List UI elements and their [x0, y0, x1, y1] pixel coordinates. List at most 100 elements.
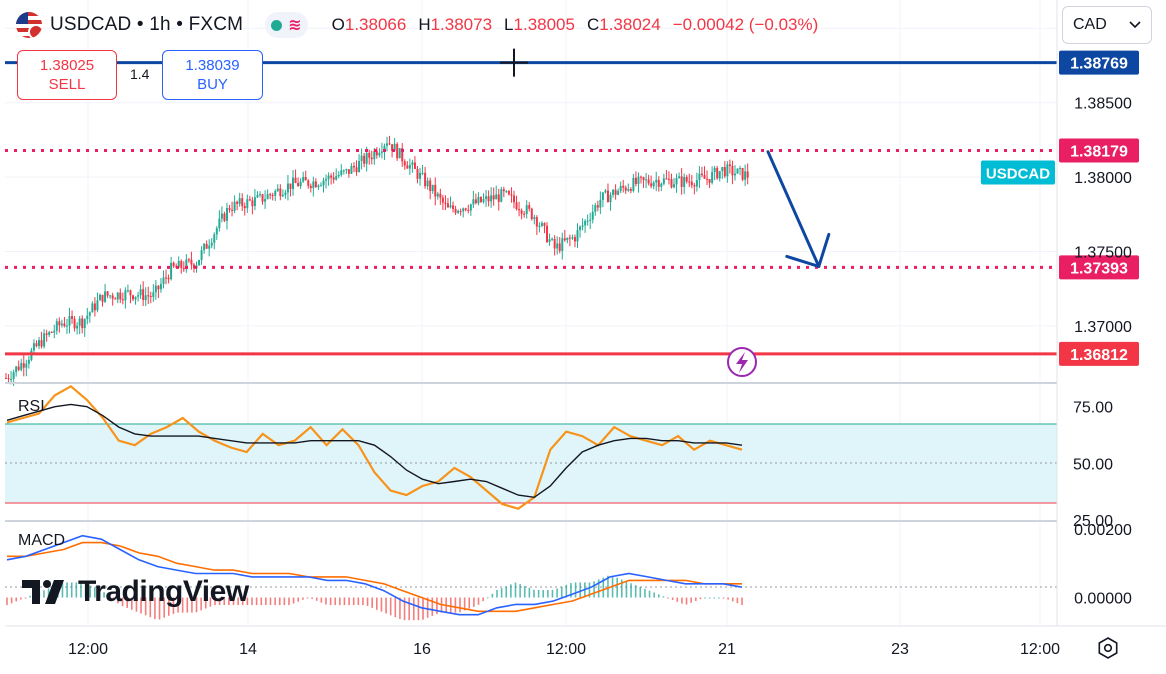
candle[interactable] [360, 148, 363, 170]
level-price-label[interactable]: 1.36812 [1059, 341, 1139, 366]
candle[interactable] [332, 172, 335, 184]
candle[interactable] [731, 160, 734, 185]
candle[interactable] [584, 219, 587, 233]
candle[interactable] [424, 166, 427, 189]
candle[interactable] [421, 164, 424, 176]
candle[interactable] [162, 270, 165, 289]
candle[interactable] [182, 261, 185, 272]
candle[interactable] [190, 251, 193, 270]
settings-gear-icon[interactable] [1096, 636, 1120, 660]
candle[interactable] [599, 191, 602, 215]
candle[interactable] [741, 167, 744, 182]
candle[interactable] [655, 171, 658, 192]
candle[interactable] [319, 182, 322, 187]
candle[interactable] [76, 322, 79, 335]
candle[interactable] [167, 274, 170, 284]
macd-line[interactable] [6, 534, 743, 616]
candle[interactable] [637, 172, 640, 193]
candle[interactable] [700, 166, 703, 178]
candle[interactable] [642, 176, 645, 188]
candle[interactable] [350, 163, 353, 175]
candle[interactable] [246, 194, 249, 213]
candle[interactable] [474, 193, 477, 205]
candle[interactable] [22, 354, 25, 377]
candle[interactable] [561, 232, 564, 260]
price-axis[interactable]: 1.387691.381791.373931.368121.390001.385… [981, 21, 1139, 608]
candle[interactable] [457, 209, 460, 215]
candle[interactable] [91, 301, 94, 313]
candle[interactable] [540, 221, 543, 228]
candle[interactable] [322, 177, 325, 193]
candle[interactable] [68, 307, 71, 334]
candle[interactable] [347, 169, 350, 178]
status-pill[interactable]: ≋ [265, 12, 308, 38]
candle[interactable] [490, 187, 493, 208]
candle[interactable] [55, 318, 58, 335]
lightning-icon[interactable] [727, 347, 757, 377]
candle[interactable] [594, 202, 597, 216]
candle[interactable] [533, 214, 536, 225]
candle[interactable] [403, 159, 406, 170]
candle[interactable] [215, 226, 218, 240]
candle[interactable] [35, 340, 38, 348]
candle[interactable] [154, 280, 157, 300]
candle[interactable] [15, 365, 18, 377]
candle[interactable] [518, 201, 521, 217]
candle[interactable] [477, 192, 480, 206]
candle[interactable] [380, 142, 383, 159]
candle[interactable] [492, 187, 495, 206]
candle[interactable] [32, 339, 35, 353]
candle[interactable] [479, 196, 482, 203]
rsi-line[interactable] [6, 384, 743, 510]
candle[interactable] [342, 169, 345, 175]
candle[interactable] [213, 232, 216, 250]
candle[interactable] [370, 150, 373, 165]
candle[interactable] [129, 289, 132, 304]
candle[interactable] [187, 257, 190, 263]
candle[interactable] [472, 190, 475, 208]
candle[interactable] [63, 316, 66, 328]
candle[interactable] [170, 256, 173, 281]
candle[interactable] [726, 161, 729, 183]
candle[interactable] [203, 242, 206, 254]
candle[interactable] [200, 246, 203, 265]
candle[interactable] [50, 331, 53, 334]
candle[interactable] [695, 172, 698, 192]
candle[interactable] [500, 186, 503, 203]
candle[interactable] [439, 188, 442, 205]
candle[interactable] [48, 330, 51, 337]
candle[interactable] [632, 173, 635, 193]
candle[interactable] [45, 329, 48, 342]
candle[interactable] [121, 292, 124, 305]
candle[interactable] [279, 184, 282, 201]
candle[interactable] [688, 173, 691, 188]
candle[interactable] [198, 259, 201, 266]
candle[interactable] [231, 201, 234, 217]
candle[interactable] [101, 294, 104, 307]
candle[interactable] [116, 291, 119, 304]
candle[interactable] [358, 154, 361, 173]
candle[interactable] [266, 189, 269, 200]
candle[interactable] [238, 192, 241, 207]
candle[interactable] [276, 184, 279, 192]
candle[interactable] [706, 170, 709, 186]
candle[interactable] [223, 211, 226, 223]
candle[interactable] [586, 214, 589, 226]
candle[interactable] [111, 292, 114, 306]
candle[interactable] [142, 281, 145, 306]
candle[interactable] [317, 184, 320, 191]
candle[interactable] [17, 360, 20, 372]
candle[interactable] [619, 181, 622, 194]
candle[interactable] [256, 191, 259, 199]
candle[interactable] [20, 358, 23, 372]
candle[interactable] [286, 174, 289, 201]
candle[interactable] [576, 223, 579, 249]
candle[interactable] [119, 288, 122, 304]
candle[interactable] [88, 311, 91, 323]
candle[interactable] [609, 192, 612, 211]
candle[interactable] [124, 287, 127, 309]
candle[interactable] [624, 185, 627, 194]
candle[interactable] [546, 222, 549, 244]
candle[interactable] [591, 204, 594, 224]
candle[interactable] [703, 166, 706, 179]
